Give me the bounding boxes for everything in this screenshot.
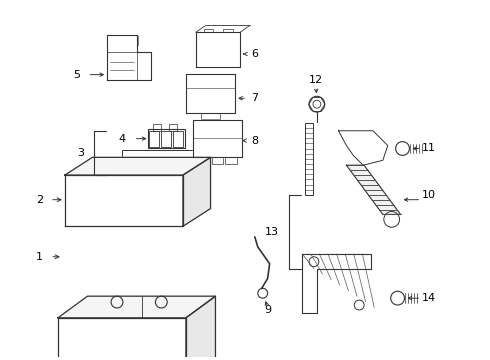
Bar [161, 131, 171, 147]
Bar [93, 359, 116, 360]
Bar [149, 131, 159, 147]
Bar [122, 359, 146, 360]
Polygon shape [65, 157, 211, 175]
Bar [122, 150, 201, 158]
Polygon shape [302, 254, 371, 313]
Text: 9: 9 [264, 305, 271, 315]
Polygon shape [186, 74, 235, 113]
Bar [220, 128, 237, 152]
Polygon shape [196, 32, 240, 67]
Bar [212, 156, 223, 164]
Text: 12: 12 [309, 75, 323, 85]
Polygon shape [193, 120, 242, 157]
Text: 1: 1 [36, 252, 43, 262]
Bar [201, 40, 211, 62]
Bar [214, 40, 223, 62]
Bar [191, 82, 202, 108]
Bar [198, 156, 210, 164]
Bar [93, 345, 116, 350]
Bar [216, 74, 226, 82]
Text: 7: 7 [251, 93, 258, 103]
Text: 14: 14 [422, 293, 436, 303]
Bar [157, 301, 165, 306]
Bar [219, 82, 229, 108]
Bar [127, 158, 141, 198]
Text: 3: 3 [77, 148, 84, 158]
Text: 10: 10 [422, 190, 436, 200]
Polygon shape [346, 165, 400, 215]
Bar [173, 131, 183, 147]
Polygon shape [339, 131, 388, 165]
Bar [63, 330, 86, 336]
Bar [93, 330, 116, 336]
Bar [180, 158, 194, 198]
Bar [223, 30, 233, 37]
Bar [113, 301, 121, 306]
Polygon shape [58, 296, 216, 318]
Bar [162, 158, 176, 198]
Bar [226, 40, 236, 62]
Bar [198, 128, 216, 152]
Bar [147, 129, 185, 148]
Bar [122, 330, 146, 336]
Bar [151, 359, 175, 360]
Bar [225, 156, 237, 164]
Polygon shape [107, 35, 151, 80]
Text: 13: 13 [265, 227, 279, 237]
Bar [201, 111, 220, 119]
Text: 6: 6 [251, 49, 258, 59]
Polygon shape [58, 318, 186, 360]
Bar [63, 345, 86, 350]
Bar [305, 123, 313, 195]
Polygon shape [65, 175, 183, 226]
Text: 8: 8 [251, 136, 258, 145]
Bar [153, 124, 161, 131]
Text: 11: 11 [422, 144, 436, 153]
Bar [122, 345, 146, 350]
Bar [194, 74, 205, 82]
Polygon shape [183, 157, 211, 226]
Bar [145, 158, 158, 198]
Text: 2: 2 [36, 195, 43, 205]
Bar [127, 36, 138, 45]
Bar [205, 82, 216, 108]
Bar [124, 180, 161, 221]
Polygon shape [186, 296, 216, 360]
Bar [204, 30, 214, 37]
Text: 4: 4 [119, 134, 125, 144]
Text: 5: 5 [73, 69, 80, 80]
Bar [151, 345, 175, 350]
Bar [151, 330, 175, 336]
Bar [63, 359, 86, 360]
Bar [76, 180, 114, 221]
Bar [169, 124, 177, 131]
Bar [112, 36, 123, 45]
